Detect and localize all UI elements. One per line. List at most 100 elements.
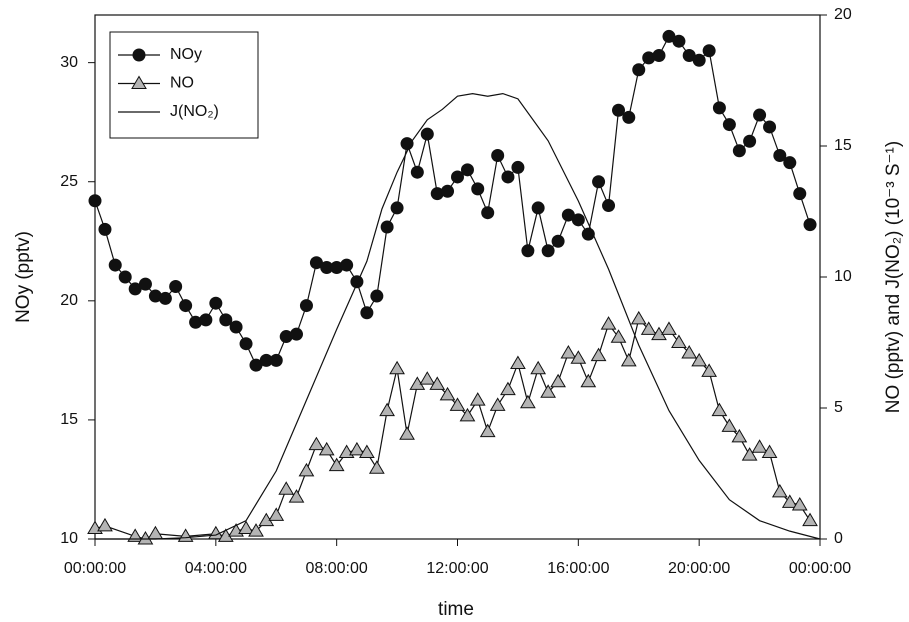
data-point	[349, 441, 365, 456]
series-line	[94, 317, 811, 540]
data-point	[610, 329, 627, 343]
data-point	[682, 48, 696, 62]
x-tick-label: 08:00:00	[306, 560, 368, 577]
data-point	[501, 170, 515, 184]
y2-tick-label: 5	[834, 399, 843, 416]
data-point	[671, 334, 687, 348]
y-tick-label: 30	[60, 54, 78, 71]
data-point	[340, 258, 354, 272]
data-point	[560, 344, 577, 359]
data-point	[592, 175, 606, 189]
x-tick-label: 04:00:00	[185, 560, 247, 577]
data-point	[420, 127, 434, 141]
data-point	[269, 353, 283, 367]
data-point	[419, 371, 436, 385]
data-point	[620, 352, 637, 367]
data-point	[531, 201, 545, 215]
data-point	[783, 156, 797, 170]
data-point	[712, 101, 726, 115]
data-point	[732, 144, 746, 158]
data-point	[541, 244, 555, 258]
y-axis-label: NOy (pptv)	[13, 231, 34, 323]
data-point	[661, 321, 677, 335]
data-point	[189, 315, 203, 329]
data-point	[309, 256, 323, 270]
legend-label: J(NO₂)	[170, 103, 219, 120]
data-point	[702, 44, 716, 58]
data-point	[731, 428, 748, 443]
data-point	[138, 277, 152, 291]
x-tick-label: 16:00:00	[547, 560, 609, 577]
data-point	[370, 289, 384, 303]
data-point	[761, 444, 778, 459]
data-point	[751, 439, 768, 453]
data-point	[753, 108, 767, 122]
data-point	[441, 184, 455, 198]
data-point	[520, 394, 536, 409]
data-point	[550, 373, 566, 388]
data-point	[773, 149, 787, 163]
data-point	[299, 299, 313, 313]
x-tick-label: 12:00:00	[426, 560, 488, 577]
legend-marker	[131, 75, 147, 89]
data-point	[632, 63, 646, 77]
data-point	[803, 218, 817, 232]
data-point	[600, 316, 617, 330]
y-tick-label: 25	[60, 173, 78, 190]
data-point	[691, 352, 708, 367]
data-point	[328, 457, 345, 472]
data-point	[551, 234, 565, 248]
data-point	[350, 275, 364, 289]
data-point	[743, 134, 757, 148]
data-point	[289, 327, 303, 341]
y-tick-label: 15	[60, 411, 78, 428]
data-point	[521, 244, 535, 258]
data-point	[229, 320, 243, 334]
data-point	[400, 137, 414, 151]
y2-tick-label: 20	[834, 6, 852, 23]
data-point	[298, 462, 315, 477]
data-point	[451, 170, 464, 184]
data-point	[320, 260, 334, 274]
data-point	[318, 441, 335, 456]
data-point	[268, 507, 285, 521]
data-point	[379, 402, 395, 417]
data-point	[199, 313, 213, 327]
data-point	[681, 344, 698, 359]
data-point	[791, 496, 808, 511]
data-point	[238, 520, 254, 535]
data-point	[259, 353, 273, 367]
data-point	[127, 528, 144, 542]
legend-marker	[132, 48, 146, 62]
data-point	[802, 512, 818, 527]
data-point	[652, 48, 666, 62]
data-point	[793, 187, 807, 201]
x-tick-label: 00:00:00	[789, 560, 851, 577]
y2-tick-label: 10	[834, 268, 852, 285]
data-point	[540, 384, 556, 398]
data-point	[722, 118, 736, 132]
x-axis-label: time	[438, 599, 474, 620]
data-point	[580, 373, 597, 388]
data-point	[662, 29, 676, 43]
data-point	[571, 213, 585, 227]
data-point	[308, 436, 325, 451]
y-tick-label: 10	[60, 530, 78, 547]
data-point	[500, 381, 516, 396]
legend-label: NOy	[170, 46, 202, 63]
data-point	[147, 525, 164, 540]
data-point	[471, 182, 485, 196]
data-point	[98, 222, 112, 236]
data-point	[429, 376, 446, 390]
data-point	[771, 483, 788, 498]
data-point	[489, 397, 506, 411]
data-point	[763, 120, 777, 134]
data-point	[169, 280, 183, 294]
data-point	[118, 270, 132, 284]
data-point	[640, 321, 657, 335]
data-point	[449, 397, 466, 411]
data-point	[279, 330, 293, 344]
data-point	[88, 194, 102, 208]
data-point	[439, 386, 456, 401]
